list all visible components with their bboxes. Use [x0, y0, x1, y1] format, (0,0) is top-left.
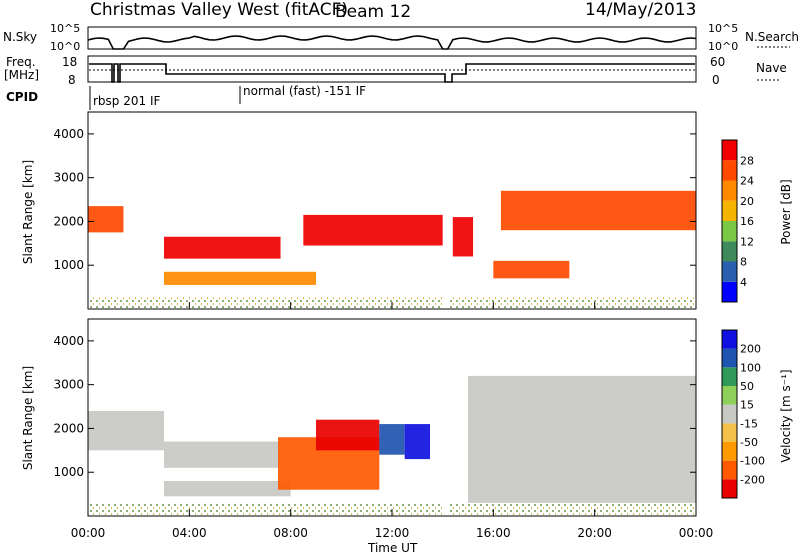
- freq-trace: [89, 63, 695, 83]
- xtick-label: 04:00: [172, 526, 207, 540]
- xtick-label: 08:00: [273, 526, 308, 540]
- ytick-label: 4000: [53, 334, 84, 348]
- cpid-label: CPID: [6, 90, 38, 104]
- xtick-label: 16:00: [476, 526, 511, 540]
- colorbar-swatch: [722, 200, 737, 221]
- xtick-label: 20:00: [577, 526, 612, 540]
- freq-tick-top: 18: [62, 55, 77, 69]
- freq-tick-bottom: 8: [68, 73, 76, 87]
- colorbar-swatch: [722, 423, 737, 442]
- power-colorbar-label: Power [dB]: [779, 179, 793, 244]
- data-gap: [443, 319, 449, 516]
- nave-tick-bottom: 0: [712, 73, 720, 87]
- data-region-0: [88, 410, 164, 451]
- ytick-label: 2000: [53, 421, 84, 435]
- colorbar-tick-label: 15: [740, 399, 754, 412]
- beam-label: Beam 12: [335, 2, 412, 22]
- colorbar-tick-label: 50: [740, 380, 754, 393]
- noise-right-tick-bottom: 10^0: [708, 40, 738, 53]
- colorbar-swatch: [722, 367, 737, 386]
- ytick-label: 1000: [53, 258, 84, 272]
- colorbar-tick-label: 100: [740, 361, 761, 374]
- data-region-1: [164, 441, 278, 468]
- freq-label-1: Freq.: [6, 55, 36, 69]
- colorbar-swatch: [722, 348, 737, 368]
- colorbar-swatch: [722, 442, 737, 461]
- colorbar-swatch: [722, 140, 737, 161]
- colorbar-frame: [721, 329, 738, 499]
- velocity-panel: 1000 2000 3000 4000: [53, 319, 696, 516]
- colorbar-swatch: [722, 386, 737, 405]
- colorbar-tick-label: 28: [740, 154, 754, 167]
- colorbar-tick-label: 12: [740, 235, 754, 248]
- data-region-4: [316, 419, 380, 451]
- colorbar-swatch: [722, 261, 737, 282]
- colorbar-swatch: [722, 180, 737, 201]
- noise-right-tick-top: 10^5: [708, 22, 738, 35]
- colorbar-swatch: [722, 241, 737, 262]
- cpid-segment-2: normal (fast) -151 IF: [243, 84, 366, 98]
- power-panel: 1000 2000 3000 4000: [53, 112, 696, 309]
- noise-left-tick-top: 10^5: [50, 22, 80, 35]
- colorbar-tick-label: 20: [740, 195, 754, 208]
- colorbar-tick-label: 8: [740, 256, 747, 269]
- noise-search-label: N.Search: [745, 30, 799, 44]
- data-region-0: [88, 206, 124, 233]
- ytick-label: 2000: [53, 214, 84, 228]
- ytick-label: 3000: [53, 171, 84, 185]
- ytick-label: 4000: [53, 127, 84, 141]
- colorbar-tick-label: 16: [740, 215, 754, 228]
- data-gap: [443, 112, 449, 309]
- data-region-6: [500, 190, 696, 231]
- colorbar-tick-label: 200: [740, 343, 761, 356]
- data-region-5: [379, 424, 405, 455]
- xaxis-label: Time UT: [367, 541, 418, 554]
- velocity-colorbar-label: Velocity [m s⁻¹]: [779, 369, 793, 462]
- colorbar-swatch: [722, 160, 737, 181]
- cpid-segment-1: rbsp 201 IF: [93, 94, 160, 108]
- colorbar-tick-label: 4: [740, 276, 747, 289]
- nave-label: Nave: [756, 61, 787, 75]
- colorbar-tick-label: -15: [740, 417, 758, 430]
- colorbar-tick-label: 24: [740, 175, 754, 188]
- noise-sky-label: N.Sky: [3, 30, 37, 44]
- colorbar-swatch: [722, 281, 737, 302]
- xtick-label: 00:00: [71, 526, 106, 540]
- colorbar-tick-label: -50: [740, 436, 758, 449]
- noise-left-tick-bottom: 10^0: [50, 40, 80, 53]
- colorbar-swatch: [722, 404, 737, 424]
- velocity-ylabel: Slant Range [km]: [21, 366, 35, 470]
- power-ylabel: Slant Range [km]: [21, 160, 35, 264]
- xtick-label: 00:00: [679, 526, 714, 540]
- data-region-4: [452, 217, 474, 257]
- colorbar-tick-label: -100: [740, 455, 765, 468]
- data-region-6: [404, 424, 430, 460]
- time-axis: 00:00 04:00 08:00 12:00 16:00 20:00 00:00: [71, 302, 714, 540]
- freq-panel-frame: [87, 55, 697, 83]
- data-region-3: [303, 214, 443, 246]
- power-colorbar: 4 8 12 16 20 24 28: [721, 139, 754, 303]
- data-region-5: [493, 260, 570, 279]
- ytick-label: 1000: [53, 465, 84, 479]
- data-region-2: [164, 480, 291, 497]
- ytick-label: 3000: [53, 378, 84, 392]
- data-region-7: [468, 375, 696, 503]
- noise-trace: [87, 35, 697, 50]
- colorbar-swatch: [722, 330, 737, 349]
- xtick-label: 12:00: [375, 526, 410, 540]
- nave-tick-top: 60: [710, 55, 725, 69]
- data-region-1: [164, 236, 281, 259]
- colorbar-swatch: [722, 479, 737, 498]
- freq-label-2: [MHz]: [4, 68, 39, 82]
- colorbar-tick-label: -200: [740, 473, 765, 486]
- data-region-2: [164, 271, 316, 285]
- date-label: 14/May/2013: [585, 0, 697, 20]
- colorbar-swatch: [722, 221, 737, 242]
- colorbar-frame: [721, 139, 738, 303]
- colorbar-swatch: [722, 460, 737, 480]
- chart-title: Christmas Valley West (fitACF): [90, 0, 349, 20]
- velocity-colorbar: -200 -100 -50 -15 15 50 100 200: [721, 329, 765, 499]
